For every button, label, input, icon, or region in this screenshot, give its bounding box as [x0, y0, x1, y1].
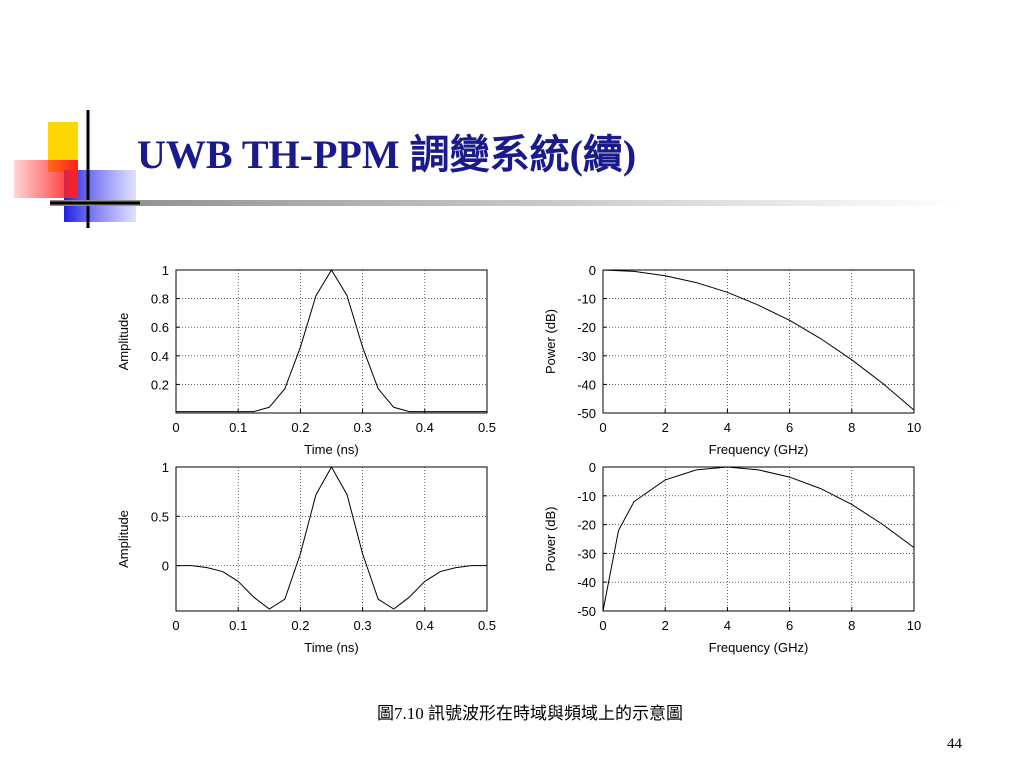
- data-line: [176, 269, 487, 413]
- plot-area: [176, 467, 487, 611]
- decoration: [14, 110, 960, 228]
- x-tick-label: 0.1: [229, 420, 247, 435]
- x-axis-label: Time (ns): [304, 640, 358, 655]
- plot-area: [603, 270, 914, 413]
- y-axis-label: Power (dB): [543, 506, 558, 571]
- x-tick-label: 0.3: [354, 420, 372, 435]
- x-tick-label: 0: [599, 420, 606, 435]
- x-tick-label: 0: [599, 618, 606, 633]
- y-tick-label: -20: [577, 518, 596, 533]
- y-tick-label: 0.2: [151, 377, 169, 392]
- x-tick-label: 6: [786, 420, 793, 435]
- y-tick-label: 0.5: [151, 509, 169, 524]
- plot-area: [176, 270, 487, 413]
- caption: 圖7.10 訊號波形在時域與頻域上的示意圖: [377, 704, 683, 723]
- x-tick-label: 10: [907, 618, 921, 633]
- y-tick-label: 0.4: [151, 349, 169, 364]
- y-tick-label: -40: [577, 377, 596, 392]
- data-line: [602, 269, 915, 411]
- y-tick-label: 0: [589, 460, 596, 475]
- x-axis-label: Frequency (GHz): [709, 442, 809, 457]
- plot-area: [603, 467, 914, 611]
- y-tick-label: -20: [577, 320, 596, 335]
- x-tick-label: 0.1: [229, 618, 247, 633]
- x-tick-label: 0.5: [478, 420, 496, 435]
- y-tick-label: -10: [577, 292, 596, 307]
- plot-frame: [602, 466, 915, 612]
- y-tick-label: -30: [577, 349, 596, 364]
- y-axis-label: Amplitude: [116, 510, 131, 568]
- y-tick-label: -30: [577, 546, 596, 561]
- x-tick-label: 2: [662, 420, 669, 435]
- x-tick-label: 0.2: [291, 420, 309, 435]
- x-tick-label: 2: [662, 618, 669, 633]
- y-tick-label: 1: [162, 460, 169, 475]
- slide-title: UWB TH-PPM 調變系統(續): [137, 132, 636, 177]
- page-number: 44: [947, 736, 963, 752]
- x-axis-label: Time (ns): [304, 442, 358, 457]
- x-tick-label: 10: [907, 420, 921, 435]
- y-tick-label: -50: [577, 406, 596, 421]
- y-tick-label: -50: [577, 604, 596, 619]
- y-tick-label: 0.8: [151, 292, 169, 307]
- data-line: [176, 465, 487, 610]
- y-axis-label: Amplitude: [116, 313, 131, 371]
- x-tick-label: 0.4: [416, 618, 434, 633]
- x-tick-label: 8: [848, 618, 855, 633]
- y-tick-label: -10: [577, 489, 596, 504]
- plot-frame: [602, 269, 915, 414]
- x-tick-label: 0.3: [354, 618, 372, 633]
- x-tick-label: 0.2: [291, 618, 309, 633]
- x-tick-label: 0: [172, 618, 179, 633]
- data-line: [602, 466, 915, 612]
- y-tick-label: 0.6: [151, 320, 169, 335]
- x-tick-label: 4: [724, 420, 731, 435]
- y-tick-label: -40: [577, 575, 596, 590]
- y-axis-label: Power (dB): [543, 309, 558, 374]
- x-tick-label: 6: [786, 618, 793, 633]
- y-tick-label: 1: [162, 263, 169, 278]
- x-tick-label: 0.5: [478, 618, 496, 633]
- x-tick-label: 0: [172, 420, 179, 435]
- y-tick-label: 0: [162, 559, 169, 574]
- x-tick-label: 8: [848, 420, 855, 435]
- x-tick-label: 0.4: [416, 420, 434, 435]
- x-axis-label: Frequency (GHz): [709, 640, 809, 655]
- x-tick-label: 4: [724, 618, 731, 633]
- y-tick-label: 0: [589, 263, 596, 278]
- charts: 0 0.1 0.2 0.3 0.4 0.5 0.2 0.4 0.6 0.8 1 Time (ns) Am…: [116, 263, 921, 655]
